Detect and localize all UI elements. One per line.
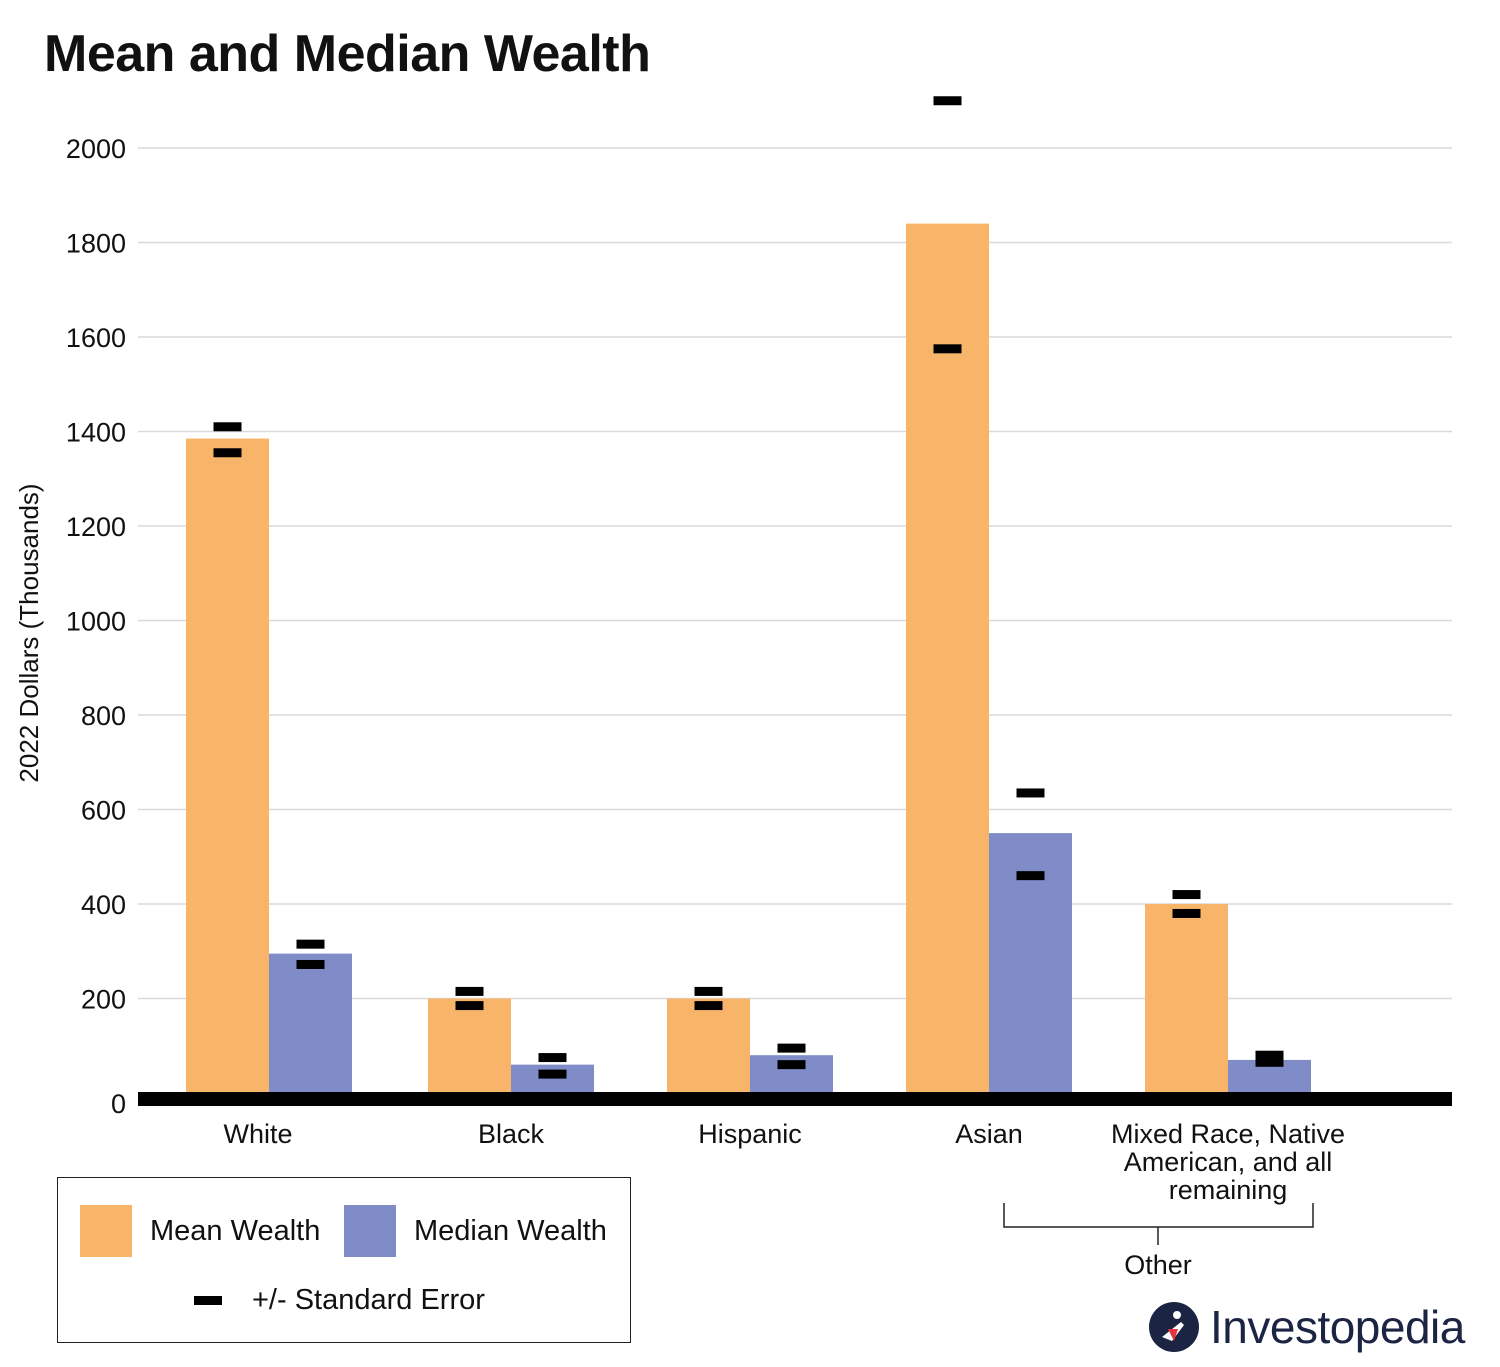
y-tick-label: 1000 — [66, 607, 126, 637]
y-tick-label: 2000 — [66, 134, 126, 164]
y-tick-label: 1200 — [66, 512, 126, 542]
x-category-label-line: Black — [478, 1119, 545, 1149]
error-marker-low — [213, 448, 242, 458]
legend-label-median: Median Wealth — [414, 1214, 607, 1247]
y-tick-label: 0 — [111, 1089, 126, 1119]
error-marker-high — [933, 96, 962, 106]
x-category-label-line: Hispanic — [698, 1119, 802, 1149]
legend-swatch-standard-error — [194, 1296, 222, 1305]
investopedia-logo-icon — [1149, 1302, 1199, 1352]
x-category-label-line: White — [223, 1119, 292, 1149]
y-axis-ticks: 0 200 400 600 800 1000 1200 1400 1600 1800 2000 — [66, 134, 126, 1119]
brand-name: Investopedia — [1210, 1301, 1465, 1353]
x-category-label: White — [223, 1119, 292, 1149]
y-tick-label: 800 — [81, 701, 126, 731]
group-bracket: Other — [1003, 1203, 1314, 1280]
x-category-label: Black — [478, 1119, 545, 1149]
error-marker-low — [455, 1001, 484, 1011]
y-tick-label: 200 — [81, 985, 126, 1015]
bar-median-white — [269, 953, 352, 1093]
error-markers — [213, 96, 1284, 1079]
chart-title: Mean and Median Wealth — [44, 25, 651, 83]
error-marker-low — [777, 1060, 806, 1070]
x-category-label: Asian — [955, 1119, 1023, 1149]
investopedia-logo: Investopedia — [1148, 1300, 1465, 1354]
legend: Mean Wealth Median Wealth +/- Standard E… — [57, 1177, 631, 1343]
legend-item-standard-error: +/- Standard Error — [194, 1284, 485, 1317]
y-axis-title: 2022 Dollars (Thousands) — [14, 483, 44, 782]
bar-mean-white — [186, 438, 269, 1093]
x-category-label-line: remaining — [1169, 1175, 1288, 1205]
error-marker-high — [1172, 890, 1201, 900]
legend-label-standard-error: +/- Standard Error — [252, 1284, 485, 1316]
error-marker-low — [296, 959, 325, 969]
x-category-label-line: Asian — [955, 1119, 1023, 1149]
error-marker-low — [694, 1001, 723, 1011]
legend-item-mean: Mean Wealth — [80, 1205, 320, 1257]
error-marker-low — [933, 344, 962, 354]
y-tick-label: 1600 — [66, 323, 126, 353]
error-marker-high — [213, 422, 242, 432]
group-label-other: Other — [1124, 1250, 1192, 1280]
x-category-label-line: Mixed Race, Native — [1111, 1119, 1345, 1149]
error-marker-low — [1255, 1057, 1284, 1067]
error-marker-high — [455, 986, 484, 996]
bar-mean-asian — [906, 223, 989, 1094]
bar-mean-black — [428, 998, 511, 1093]
bar-median-black — [511, 1064, 594, 1093]
y-tick-label: 1800 — [66, 229, 126, 259]
x-category-label: Mixed Race, Native American, and all remai… — [1111, 1119, 1345, 1205]
x-axis-category-labels: White Black Hispanic Asian Mixed Race, Nativ… — [223, 1119, 1345, 1205]
x-category-label-line: American, and all — [1124, 1147, 1333, 1177]
bar-mean-hispanic — [667, 998, 750, 1093]
group-bracket-line — [1003, 1203, 1314, 1228]
error-marker-high — [538, 1053, 567, 1063]
bar-mean-mixed-race — [1145, 904, 1228, 1093]
y-tick-label: 400 — [81, 890, 126, 920]
error-marker-high — [1255, 1050, 1284, 1060]
error-marker-low — [538, 1069, 567, 1079]
error-marker-high — [1016, 788, 1045, 798]
error-marker-low — [1172, 908, 1201, 918]
error-marker-high — [694, 986, 723, 996]
y-tick-label: 1400 — [66, 418, 126, 448]
gridlines — [138, 147, 1452, 1000]
y-tick-label: 600 — [81, 796, 126, 826]
bars — [186, 223, 1311, 1094]
x-category-label: Hispanic — [698, 1119, 802, 1149]
legend-item-median: Median Wealth — [344, 1205, 607, 1257]
error-marker-high — [296, 939, 325, 949]
error-marker-low — [1016, 871, 1045, 881]
error-marker-high — [777, 1043, 806, 1053]
legend-swatch-median — [344, 1205, 396, 1257]
legend-label-mean: Mean Wealth — [150, 1214, 321, 1247]
legend-swatch-mean — [80, 1205, 132, 1257]
